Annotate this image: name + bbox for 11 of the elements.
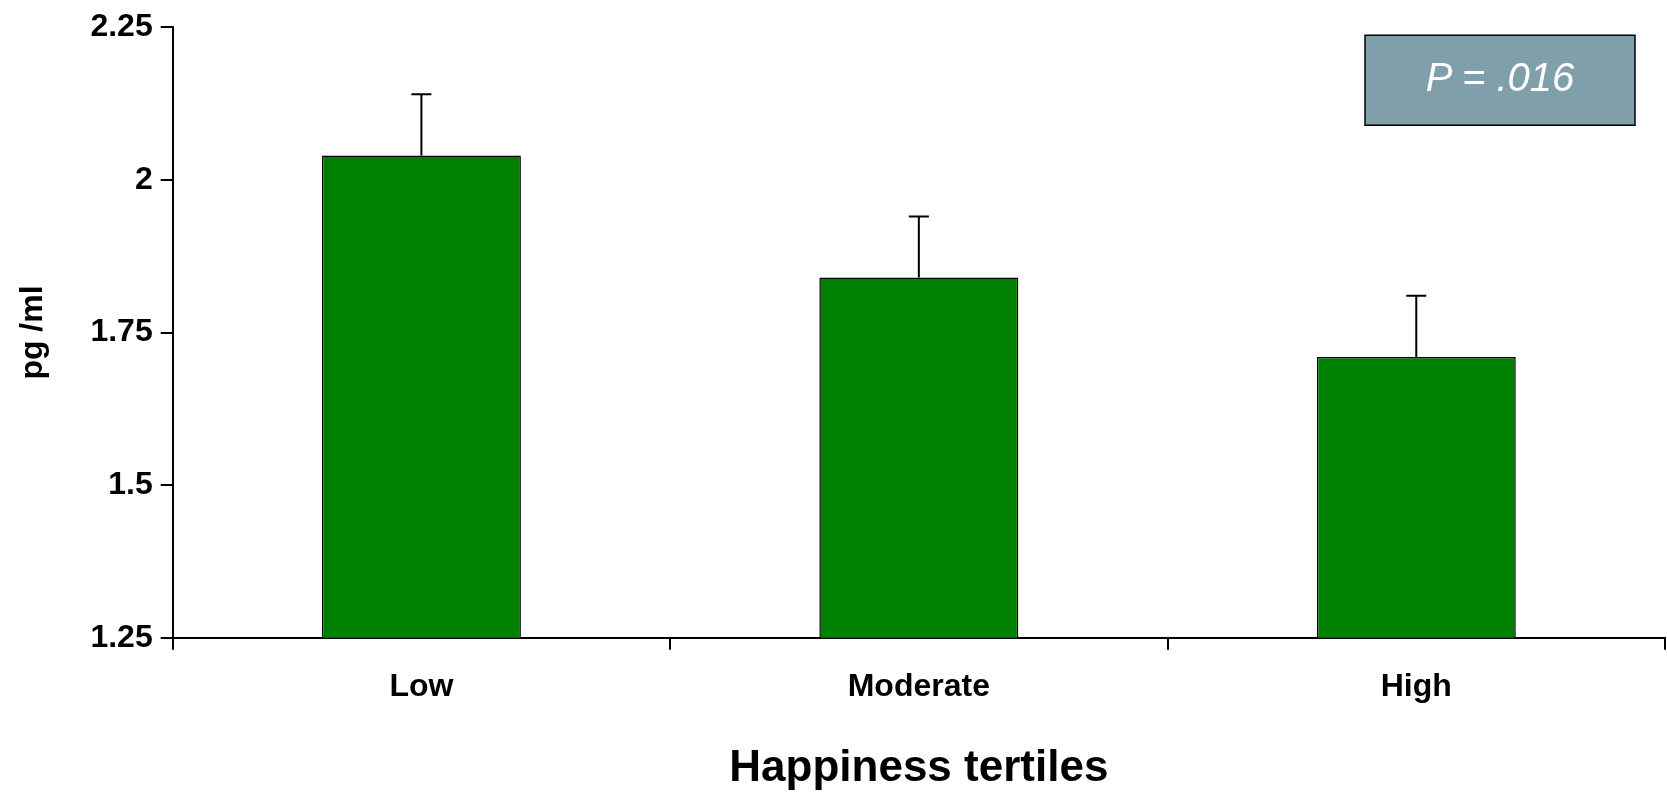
- x-tick-label: Moderate: [847, 666, 990, 703]
- y-tick-label: 1.75: [90, 312, 153, 349]
- annotation: P = .016: [1425, 55, 1576, 100]
- x-axis-title: Happiness tertiles: [729, 740, 1109, 790]
- y-tick-label: 2.25: [90, 7, 153, 44]
- y-tick-label: 1.25: [90, 617, 153, 654]
- x-tick-label: High: [1380, 666, 1452, 703]
- x-tick-label: Low: [389, 666, 454, 703]
- y-tick-label: 1.5: [108, 464, 153, 501]
- y-tick-label: 2: [134, 159, 153, 196]
- y-axis-title: pg /ml: [13, 285, 50, 380]
